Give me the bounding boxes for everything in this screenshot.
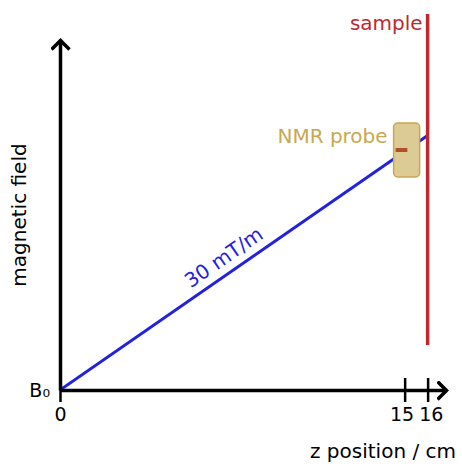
y-tick-label: B₀ [29, 379, 50, 401]
x-tick-mark [427, 378, 430, 402]
field-line [60, 135, 428, 390]
y-axis: B₀ [29, 41, 60, 401]
sample-label: sample [350, 11, 423, 35]
y-axis-line [59, 41, 63, 391]
y-tick: B₀ [29, 379, 60, 401]
x-axis: 0 1516 [54, 378, 446, 425]
x-tick-label: 16 [419, 403, 443, 425]
probe-label: NMR probe [277, 124, 387, 148]
slope-annotation: 30 mT/m [180, 222, 267, 293]
chart: 0 1516 B₀ magnetic field z position / cm samp… [0, 0, 462, 468]
x-tick: 15 [390, 378, 414, 425]
nmr-probe-coil [396, 148, 408, 152]
x-axis-line [61, 389, 447, 393]
x-tick-label: 0 [54, 403, 66, 425]
plot-area [60, 135, 428, 390]
x-axis-title: z position / cm [310, 439, 456, 463]
x-tick-mark [404, 378, 407, 402]
nmr-probe [394, 123, 420, 177]
y-axis-title: magnetic field [7, 143, 31, 286]
x-tick: 16 [419, 378, 443, 425]
sample-line [426, 14, 430, 345]
x-tick-label: 15 [390, 403, 414, 425]
